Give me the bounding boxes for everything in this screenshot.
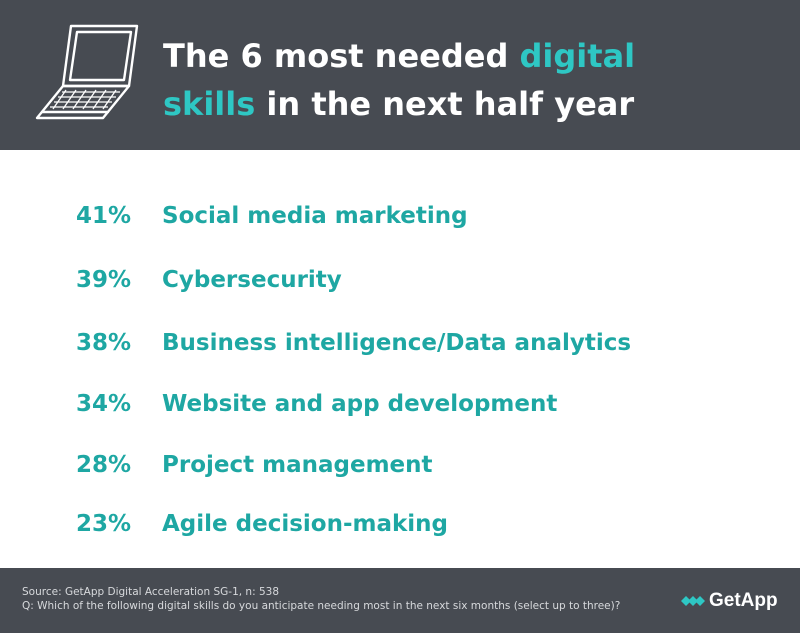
page-title: The 6 most needed digital skills in the … <box>163 37 636 123</box>
source-note: Source: GetApp Digital Acceleration SG-1… <box>22 586 279 598</box>
skill-label: Website and app development <box>162 391 558 417</box>
list-item: 34% Website and app development <box>0 384 800 424</box>
skill-label: Cybersecurity <box>162 267 342 293</box>
percent-value: 38% <box>76 330 132 356</box>
getapp-logo-icon <box>681 596 705 606</box>
percent-value: 39% <box>76 267 132 293</box>
skill-label: Project management <box>162 452 433 478</box>
laptop-icon <box>35 24 139 120</box>
percent-value: 41% <box>76 203 132 229</box>
header-banner: The 6 most needed digital skills in the … <box>0 0 800 150</box>
footer: Source: GetApp Digital Acceleration SG-1… <box>0 568 800 633</box>
percent-value: 34% <box>76 391 132 417</box>
list-item: 38% Business intelligence/Data analytics <box>0 323 800 363</box>
title-accent-digital: digital <box>519 37 636 75</box>
list-item: 23% Agile decision-making <box>0 504 800 544</box>
list-item: 39% Cybersecurity <box>0 260 800 300</box>
list-item: 28% Project management <box>0 445 800 485</box>
title-accent-skills: skills <box>163 85 256 123</box>
question-note: Q: Which of the following digital skills… <box>22 600 621 612</box>
skill-label: Business intelligence/Data analytics <box>162 330 632 356</box>
skill-label: Social media marketing <box>162 203 468 229</box>
skill-label: Agile decision-making <box>162 511 449 537</box>
percent-value: 28% <box>76 452 132 478</box>
skills-list: 41% Social media marketing 39% Cybersecu… <box>0 150 800 568</box>
brand-name: GetApp <box>709 590 778 611</box>
list-item: 41% Social media marketing <box>0 196 800 236</box>
percent-value: 23% <box>76 511 132 537</box>
